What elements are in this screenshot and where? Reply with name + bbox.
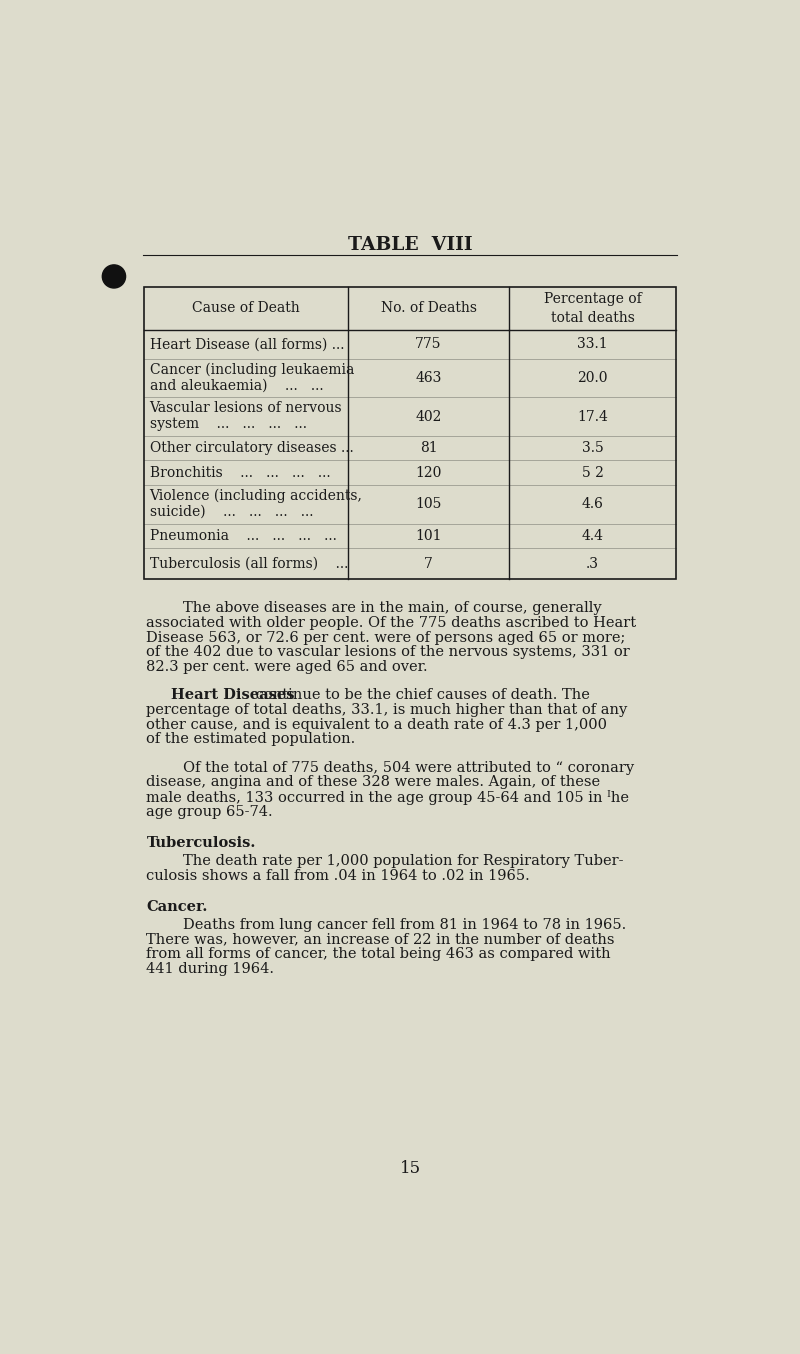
Text: Violence (including accidents,: Violence (including accidents, xyxy=(150,489,362,504)
Text: Heart Disease (all forms) ...: Heart Disease (all forms) ... xyxy=(150,337,344,351)
Text: 105: 105 xyxy=(415,497,442,512)
Text: suicide)    ...   ...   ...   ...: suicide) ... ... ... ... xyxy=(150,505,313,519)
Text: Cancer (including leukaemia: Cancer (including leukaemia xyxy=(150,363,354,376)
Text: male deaths, 133 occurred in the age group 45-64 and 105 in ᴵhe: male deaths, 133 occurred in the age gro… xyxy=(146,789,630,806)
Text: 33.1: 33.1 xyxy=(578,337,608,351)
Text: The death rate per 1,000 population for Respiratory Tuber-: The death rate per 1,000 population for … xyxy=(146,854,624,868)
Text: Vascular lesions of nervous: Vascular lesions of nervous xyxy=(150,401,342,416)
Text: of the 402 due to vascular lesions of the nervous systems, 331 or: of the 402 due to vascular lesions of th… xyxy=(146,646,630,659)
Text: Bronchitis    ...   ...   ...   ...: Bronchitis ... ... ... ... xyxy=(150,466,330,479)
Text: 20.0: 20.0 xyxy=(578,371,608,385)
Text: 441 during 1964.: 441 during 1964. xyxy=(146,961,274,976)
Text: Heart Diseases: Heart Diseases xyxy=(171,688,294,703)
Text: Disease 563, or 72.6 per cent. were of persons aged 65 or more;: Disease 563, or 72.6 per cent. were of p… xyxy=(146,631,626,645)
Text: 81: 81 xyxy=(420,441,438,455)
Text: percentage of total deaths, 33.1, is much higher than that of any: percentage of total deaths, 33.1, is muc… xyxy=(146,703,628,718)
Text: system    ...   ...   ...   ...: system ... ... ... ... xyxy=(150,417,306,432)
Text: age group 65-74.: age group 65-74. xyxy=(146,804,273,819)
Text: associated with older people. Of the 775 deaths ascribed to Heart: associated with older people. Of the 775… xyxy=(146,616,637,630)
Text: other cause, and is equivalent to a death rate of 4.3 per 1,000: other cause, and is equivalent to a deat… xyxy=(146,718,607,731)
Text: 775: 775 xyxy=(415,337,442,351)
Text: TABLE  VIII: TABLE VIII xyxy=(348,236,472,253)
Text: and aleukaemia)    ...   ...: and aleukaemia) ... ... xyxy=(150,379,323,393)
Text: 17.4: 17.4 xyxy=(577,409,608,424)
Text: 3.5: 3.5 xyxy=(582,441,603,455)
Text: 402: 402 xyxy=(415,409,442,424)
Text: Tuberculosis.: Tuberculosis. xyxy=(146,837,256,850)
Text: 82.3 per cent. were aged 65 and over.: 82.3 per cent. were aged 65 and over. xyxy=(146,659,428,674)
Text: Other circulatory diseases ...: Other circulatory diseases ... xyxy=(150,441,354,455)
Text: 4.4: 4.4 xyxy=(582,529,603,543)
Text: There was, however, an increase of 22 in the number of deaths: There was, however, an increase of 22 in… xyxy=(146,933,615,946)
Text: 120: 120 xyxy=(415,466,442,479)
Text: culosis shows a fall from .04 in 1964 to .02 in 1965.: culosis shows a fall from .04 in 1964 to… xyxy=(146,868,530,883)
Text: Pneumonia    ...   ...   ...   ...: Pneumonia ... ... ... ... xyxy=(150,529,337,543)
Text: No. of Deaths: No. of Deaths xyxy=(381,302,477,315)
Text: 463: 463 xyxy=(415,371,442,385)
Text: .3: .3 xyxy=(586,556,599,570)
Text: Deaths from lung cancer fell from 81 in 1964 to 78 in 1965.: Deaths from lung cancer fell from 81 in … xyxy=(146,918,626,932)
Text: of the estimated population.: of the estimated population. xyxy=(146,733,356,746)
Text: continue to be the chief causes of death. The: continue to be the chief causes of death… xyxy=(250,688,590,703)
Text: 4.6: 4.6 xyxy=(582,497,603,512)
Text: 5 2: 5 2 xyxy=(582,466,603,479)
Text: Cancer.: Cancer. xyxy=(146,900,208,914)
Text: Tuberculosis (all forms)    ...: Tuberculosis (all forms) ... xyxy=(150,556,348,570)
Text: Percentage of
total deaths: Percentage of total deaths xyxy=(544,291,642,325)
Bar xyxy=(144,287,676,580)
Text: 15: 15 xyxy=(399,1159,421,1177)
Text: Cause of Death: Cause of Death xyxy=(192,302,300,315)
Circle shape xyxy=(102,265,126,288)
Text: 7: 7 xyxy=(424,556,433,570)
Text: from all forms of cancer, the total being 463 as compared with: from all forms of cancer, the total bein… xyxy=(146,946,611,961)
Text: 101: 101 xyxy=(415,529,442,543)
Text: disease, angina and of these 328 were males. Again, of these: disease, angina and of these 328 were ma… xyxy=(146,776,601,789)
Text: The above diseases are in the main, of course, generally: The above diseases are in the main, of c… xyxy=(146,601,602,615)
Text: Of the total of 775 deaths, 504 were attributed to “ coronary: Of the total of 775 deaths, 504 were att… xyxy=(146,761,634,774)
